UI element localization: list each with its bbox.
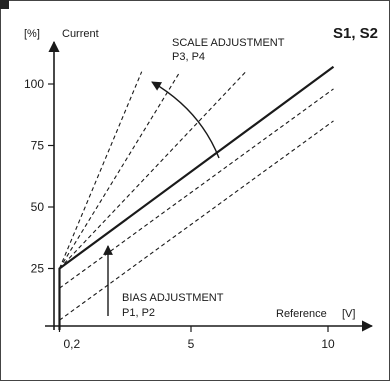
y-ticks: 25 50 75 100 (24, 77, 54, 276)
x-tick-label-0-2: 0,2 (63, 337, 80, 351)
dashed-line-2 (59, 71, 181, 269)
scale-rotation-arrow (151, 81, 220, 159)
y-tick-label-75: 75 (31, 139, 45, 153)
dashed-line-3 (59, 71, 247, 269)
y-tick-label-50: 50 (31, 200, 45, 214)
dashed-line-1 (58, 71, 143, 269)
scale-adjustment-title: SCALE ADJUSTMENT (172, 37, 285, 49)
bias-adjustment-params: P1, P2 (122, 307, 155, 319)
y-tick-label-25: 25 (31, 262, 45, 276)
page-badge: S1, S2 (333, 25, 378, 42)
x-ticks: 0,2 5 10 (58, 326, 335, 351)
x-axis-label: Reference (276, 308, 327, 320)
scale-adjustment-params: P3, P4 (172, 51, 205, 63)
dashed-line-4 (59, 88, 334, 289)
x-tick-label-10: 10 (321, 337, 335, 351)
y-axis-unit: [%] (24, 28, 40, 40)
bias-adjustment-title: BIAS ADJUSTMENT (122, 292, 224, 304)
y-tick-label-100: 100 (24, 77, 44, 91)
y-axis-label: Current (62, 28, 99, 40)
series-layer (58, 65, 335, 330)
x-axis-unit: [V] (342, 308, 355, 320)
corner-tab (0, 0, 9, 9)
dashed-line-5 (59, 120, 334, 321)
x-tick-label-5: 5 (188, 337, 195, 351)
